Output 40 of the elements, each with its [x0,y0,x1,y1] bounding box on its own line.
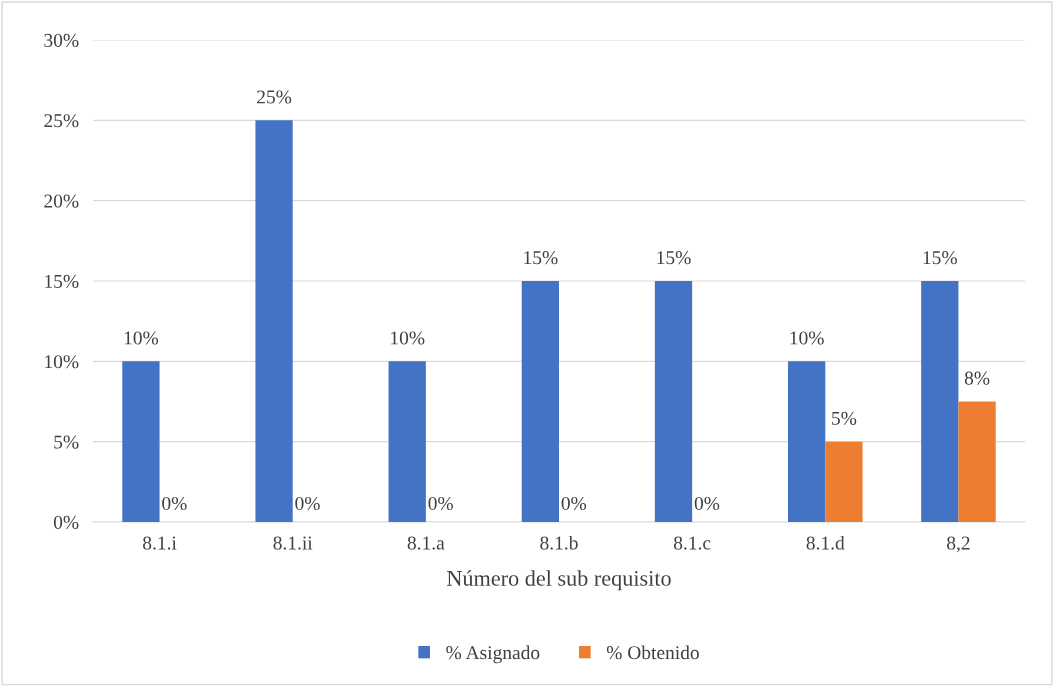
bar [255,120,293,522]
x-axis-title: Número del sub requisito [447,570,671,591]
data-label: 15% [524,251,558,265]
bar [654,281,693,522]
x-tick-label: 8.1.d [806,535,845,550]
data-label: 10% [391,331,425,345]
y-tick-label: 10% [45,355,79,369]
x-tick-label: 8.1.c [673,536,711,550]
data-label: 8% [964,371,990,385]
x-tick-label: 8,2 [947,536,970,553]
bar [122,361,160,522]
legend-label: % Asignado [446,645,540,664]
bar [521,281,559,522]
y-tick-label: 15% [45,274,79,288]
bar [958,401,996,522]
y-tick-label: 0% [53,515,79,529]
bar [388,361,426,522]
x-tick-label: 8.1.i [143,536,177,550]
data-label: 10% [790,331,824,345]
bar [921,281,959,522]
data-label: 5% [832,411,857,425]
data-label: 0% [162,496,187,511]
y-tick-label: 20% [44,194,79,208]
bar [825,441,863,522]
data-label: 0% [561,496,587,511]
data-label: 15% [923,251,957,265]
legend-label: % Obtenido [606,645,699,660]
y-tick-label: 25% [44,114,79,128]
data-label: 15% [657,251,691,265]
data-label: 25% [257,90,292,104]
x-tick-label: 8.1.b [540,535,578,550]
y-tick-label: 30% [44,33,79,47]
data-label: 0% [295,496,320,511]
data-label: 0% [428,496,453,511]
x-tick-label: 8.1.ii [273,536,313,550]
y-tick-label: 5% [54,435,79,449]
data-label: 0% [694,496,720,511]
x-tick-label: 8.1.a [407,536,445,550]
data-label: 10% [124,331,159,345]
bar [788,361,826,522]
